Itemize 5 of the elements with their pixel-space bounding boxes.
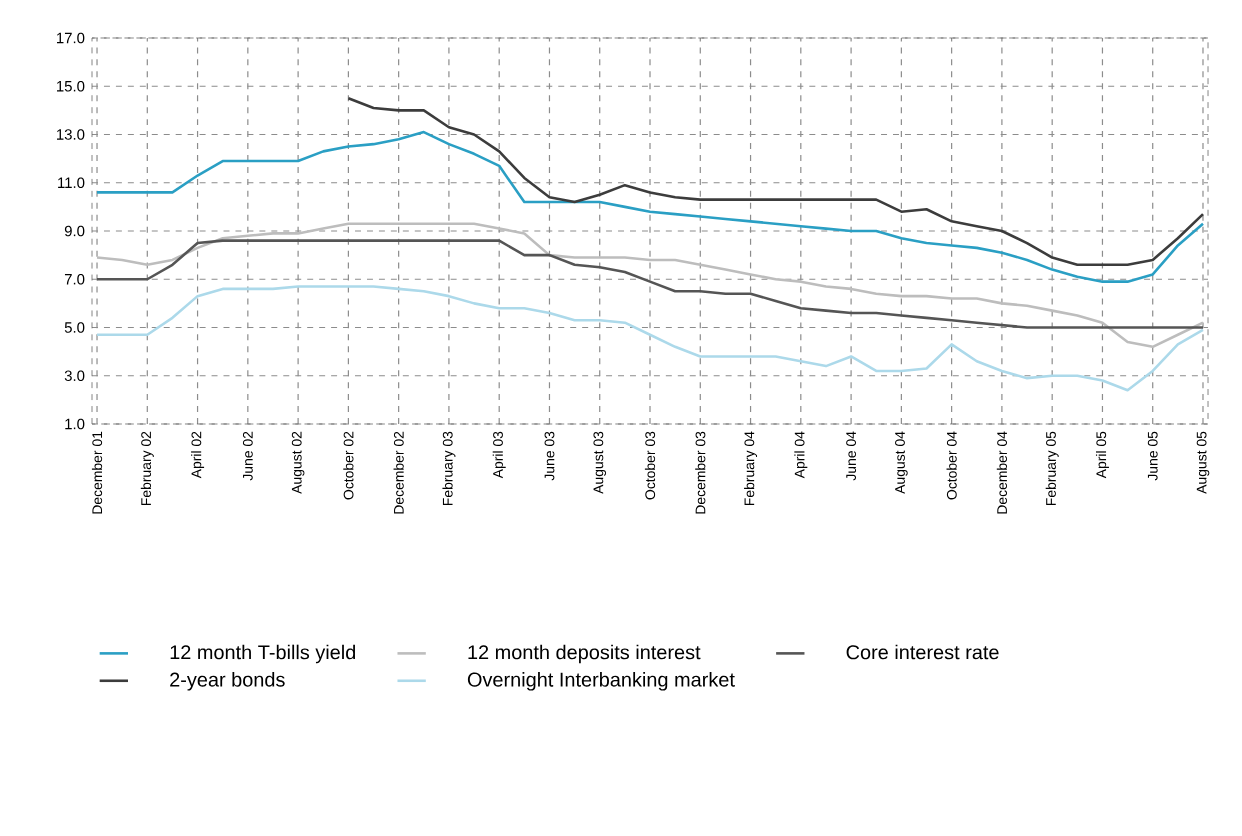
legend-label: 12 month T-bills yield	[170, 644, 356, 664]
legend-label: 12 month deposits interest	[468, 644, 701, 664]
legend-label: Overnight Interbanking market	[467, 672, 735, 691]
legend-label: 2-year bonds	[170, 672, 285, 691]
legend-label: Core interest rate	[846, 644, 999, 660]
